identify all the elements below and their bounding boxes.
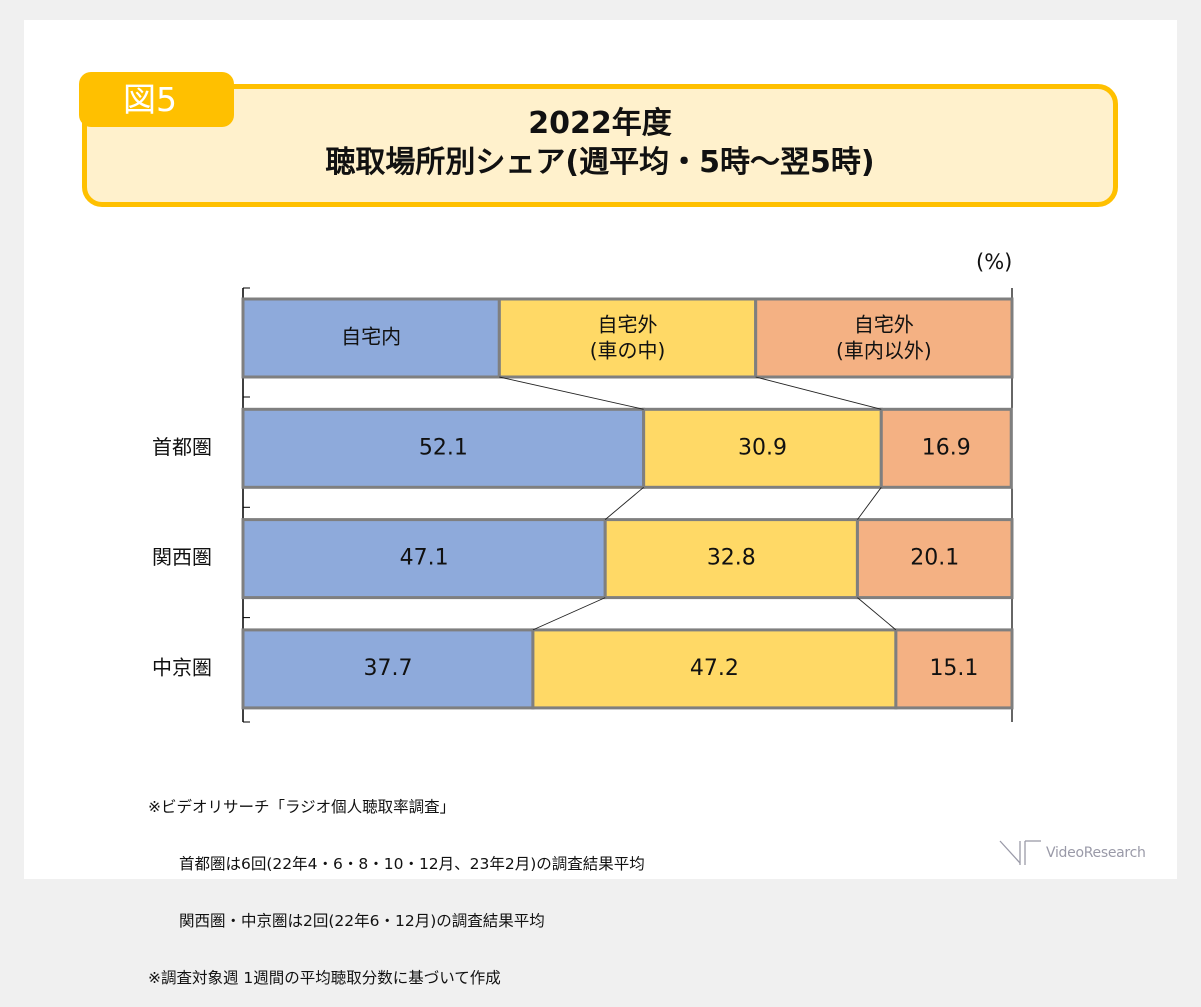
- data-label: 15.1: [929, 656, 978, 681]
- category-label-2: 関西圏: [152, 545, 212, 569]
- data-label: 47.2: [690, 656, 739, 681]
- series-line: [857, 487, 882, 520]
- data-label: 16.9: [922, 435, 971, 460]
- figure-number-tab: 図5: [79, 72, 234, 127]
- legend-segment-2: [497, 297, 758, 379]
- footnote-line: ※ビデオリサーチ「ラジオ個人聴取率調査」: [148, 798, 456, 816]
- data-label: 37.7: [363, 656, 412, 681]
- unit-label: (%): [976, 250, 1013, 274]
- bar-segment: [855, 518, 1014, 600]
- bar-segment: [241, 407, 646, 489]
- data-label: 30.9: [738, 435, 787, 460]
- data-label: 32.8: [707, 546, 756, 571]
- chart-title-main: 聴取場所別シェア(週平均・5時～翌5時): [325, 145, 875, 180]
- data-label: 52.1: [419, 435, 468, 460]
- legend-label: (車内以外): [836, 339, 932, 363]
- videoresearch-logo-icon: [999, 840, 1041, 865]
- bar-segment: [879, 407, 1013, 489]
- legend-segment-1: [241, 297, 501, 379]
- legend-segment-3: [754, 297, 1014, 379]
- data-label: 47.1: [400, 546, 449, 571]
- footnote-line: 首都圏は6回(22年4・6・8・10・12月、23年2月)の調査結果平均: [148, 855, 645, 873]
- category-label-1: 首都圏: [152, 435, 212, 459]
- legend-label: 自宅外: [854, 313, 914, 337]
- series-line: [532, 597, 606, 631]
- chart-title-year: 2022年度: [528, 106, 672, 141]
- footnote-line: 関西圏・中京圏は2回(22年6・12月)の調査結果平均: [148, 912, 545, 930]
- bar-segment: [531, 628, 898, 710]
- legend-label: (車の中): [590, 339, 666, 363]
- series-line: [604, 486, 644, 520]
- bar-segment: [241, 628, 535, 710]
- series-line: [755, 376, 882, 410]
- bar-segment: [894, 628, 1014, 710]
- category-label-3: 中京圏: [152, 655, 212, 679]
- legend-label: 自宅内: [341, 325, 401, 349]
- series-line: [499, 376, 644, 410]
- footnote-line: ※調査対象週 1週間の平均聴取分数に基づいて作成: [148, 969, 501, 987]
- legend-label: 自宅外: [598, 313, 658, 337]
- footnotes: ※ビデオリサーチ「ラジオ個人聴取率調査」 首都圏は6回(22年4・6・8・10・…: [148, 760, 645, 1007]
- title-box: [82, 84, 1118, 207]
- logo-text: VideoResearch: [1046, 845, 1146, 861]
- series-line: [857, 597, 897, 631]
- bar-segment: [241, 518, 607, 600]
- data-label: 20.1: [910, 546, 959, 571]
